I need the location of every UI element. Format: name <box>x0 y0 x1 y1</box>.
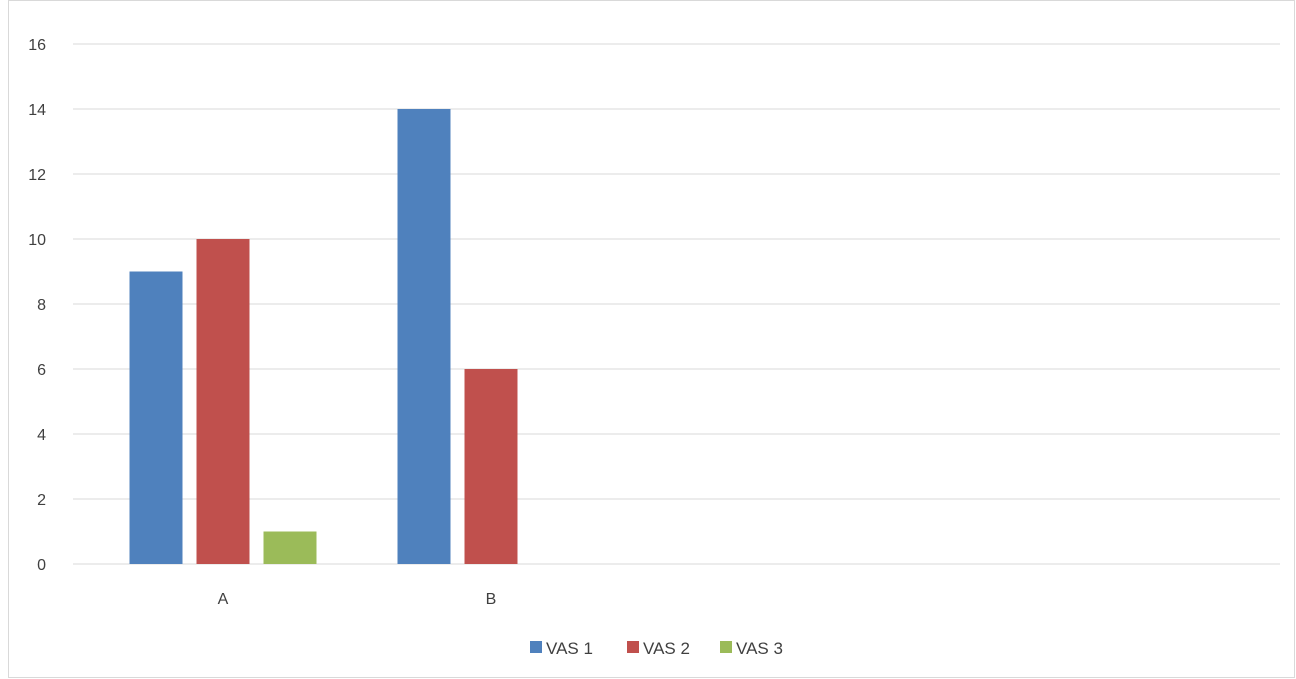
y-tick-label: 0 <box>37 557 46 574</box>
x-category-label: A <box>218 591 229 608</box>
legend-swatch <box>530 641 542 653</box>
legend-label: VAS 2 <box>643 639 690 658</box>
y-tick-label: 8 <box>37 297 46 314</box>
bar-vas-2-b <box>464 369 518 564</box>
gridlines <box>73 43 1280 565</box>
bar-vas-3-a <box>263 531 317 564</box>
bar-vas-2-a <box>196 239 250 564</box>
legend-swatch <box>720 641 732 653</box>
y-tick-label: 10 <box>28 232 46 249</box>
y-tick-label: 2 <box>37 492 46 509</box>
y-tick-label: 12 <box>28 167 46 184</box>
y-axis-ticks: 0 2 4 6 8 10 12 14 16 <box>28 37 46 574</box>
y-tick-label: 14 <box>28 102 46 119</box>
bars <box>129 109 518 564</box>
y-tick-label: 6 <box>37 362 46 379</box>
y-tick-label: 16 <box>28 37 46 54</box>
bar-vas-1-b <box>397 109 451 564</box>
x-category-label: B <box>486 591 497 608</box>
legend-label: VAS 1 <box>546 639 593 658</box>
y-tick-label: 4 <box>37 427 46 444</box>
bar-vas-1-a <box>129 271 183 564</box>
legend-swatch <box>627 641 639 653</box>
legend: VAS 1 VAS 2 VAS 3 <box>530 639 783 658</box>
legend-label: VAS 3 <box>736 639 783 658</box>
